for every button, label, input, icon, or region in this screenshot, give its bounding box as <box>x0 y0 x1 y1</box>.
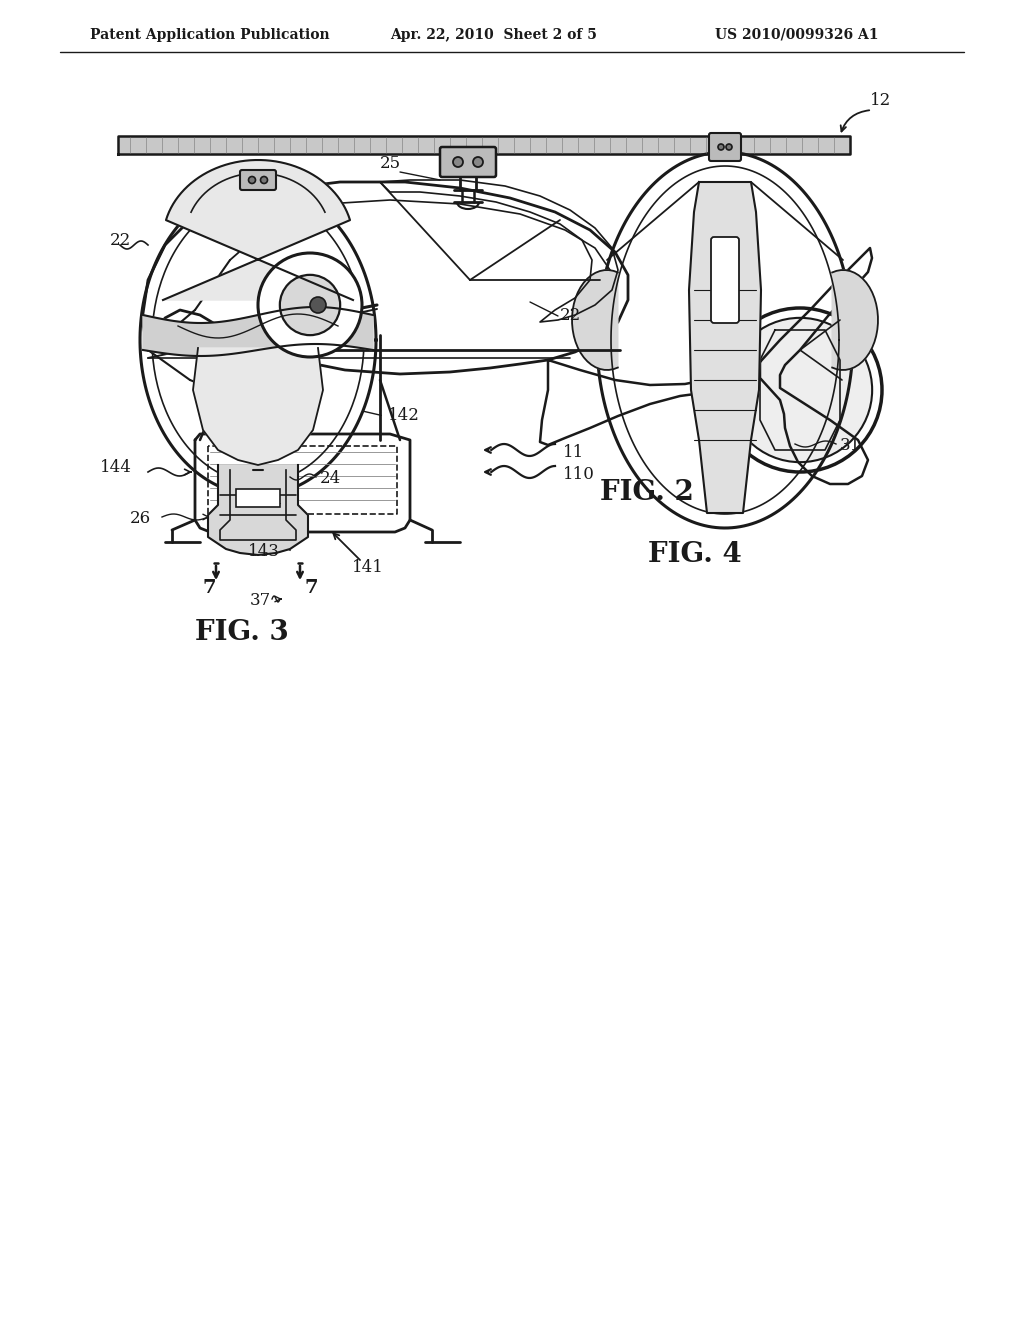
Text: 25: 25 <box>380 154 401 172</box>
Circle shape <box>728 318 872 462</box>
Circle shape <box>718 308 882 473</box>
Polygon shape <box>118 136 850 154</box>
Text: 31: 31 <box>840 437 861 454</box>
Text: 22: 22 <box>110 232 131 249</box>
Circle shape <box>280 275 340 335</box>
Polygon shape <box>143 308 373 356</box>
Text: 26: 26 <box>130 510 152 527</box>
Text: FIG. 2: FIG. 2 <box>600 479 694 506</box>
Text: Patent Application Publication: Patent Application Publication <box>90 28 330 42</box>
Text: 110: 110 <box>563 466 595 483</box>
Polygon shape <box>689 182 761 513</box>
FancyBboxPatch shape <box>709 133 741 161</box>
Circle shape <box>260 177 267 183</box>
Circle shape <box>726 144 732 150</box>
Polygon shape <box>833 271 878 370</box>
Text: 7: 7 <box>202 579 215 597</box>
Polygon shape <box>163 160 353 300</box>
Polygon shape <box>597 152 853 528</box>
FancyBboxPatch shape <box>440 147 496 177</box>
Text: 24: 24 <box>319 470 341 487</box>
Text: 11: 11 <box>563 444 585 461</box>
Circle shape <box>718 144 724 150</box>
FancyBboxPatch shape <box>711 238 739 323</box>
FancyBboxPatch shape <box>240 170 276 190</box>
Circle shape <box>453 157 463 168</box>
Polygon shape <box>140 185 376 495</box>
Polygon shape <box>540 352 862 445</box>
Text: 143: 143 <box>248 543 280 560</box>
Circle shape <box>310 297 326 313</box>
Text: 37: 37 <box>250 591 271 609</box>
Polygon shape <box>760 248 872 484</box>
Circle shape <box>258 253 362 356</box>
Text: 142: 142 <box>388 407 420 424</box>
Text: 22: 22 <box>560 308 582 323</box>
Text: 144: 144 <box>100 459 132 477</box>
Text: FIG. 3: FIG. 3 <box>195 619 289 645</box>
Text: FIG. 4: FIG. 4 <box>648 541 741 568</box>
Bar <box>236 488 280 507</box>
Text: Apr. 22, 2010  Sheet 2 of 5: Apr. 22, 2010 Sheet 2 of 5 <box>390 28 597 42</box>
Text: 141: 141 <box>352 558 384 576</box>
Polygon shape <box>572 271 617 370</box>
Polygon shape <box>142 182 628 374</box>
Circle shape <box>473 157 483 168</box>
Text: US 2010/0099326 A1: US 2010/0099326 A1 <box>715 28 879 42</box>
Circle shape <box>249 177 256 183</box>
Polygon shape <box>193 348 323 465</box>
Polygon shape <box>195 434 410 532</box>
Text: 12: 12 <box>870 92 891 110</box>
Polygon shape <box>208 465 308 554</box>
Text: 7: 7 <box>304 579 317 597</box>
